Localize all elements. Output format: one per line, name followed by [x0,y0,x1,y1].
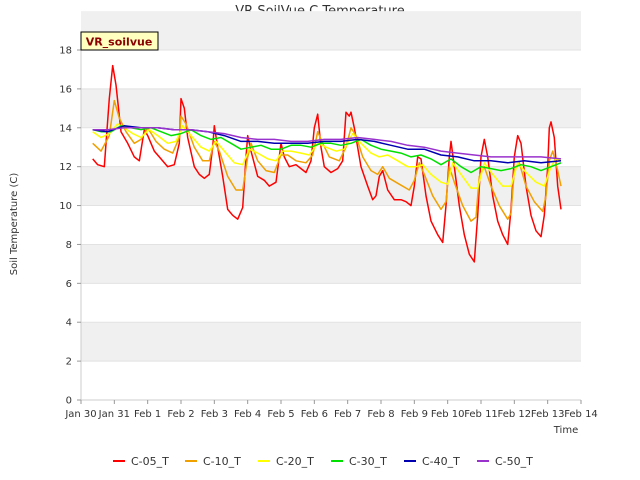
grid-band [81,322,581,362]
legend-label: C-05_T [131,455,169,468]
site-tag: VR_soilvue [80,31,159,51]
x-tick-label: Feb 9 [401,409,428,420]
x-axis-ticks: Jan 30 Jan 31 Feb 1 Feb 2 Feb 3 Feb 4 Feb 5 Feb… [64,400,598,420]
series-line-c-30-t [92,125,562,174]
x-tick-label: Feb 2 [167,409,194,420]
site-tag-box [80,31,159,51]
x-tick-label: Feb 14 [564,409,598,420]
y-tick-label: 14 [59,123,72,134]
x-tick-label: Feb 3 [201,409,228,420]
y-tick-label: 2 [66,357,72,368]
site-tag-label: VR_soilvue [86,36,153,49]
legend-label: C-10_T [203,455,241,468]
grid-band [81,11,581,50]
legend-label: C-40_T [422,455,460,468]
x-tick-label: Jan 31 [98,409,130,420]
x-tick-label: Feb 4 [234,409,261,420]
legend-label: C-20_T [276,455,314,468]
x-axis-label: Time [553,425,578,436]
x-tick-label: Jan 30 [64,409,96,420]
y-tick-label: 6 [66,279,72,290]
y-tick-label: 16 [59,84,72,95]
grid-band [81,88,581,128]
y-tick-label: 8 [66,240,72,251]
series-line-c-50-t [92,127,562,160]
x-tick-label: Feb 12 [498,409,532,420]
x-tick-label: Feb 7 [334,409,361,420]
x-tick-label: Feb 8 [367,409,394,420]
plot-background [80,11,581,401]
y-tick-label: 12 [59,162,72,173]
x-tick-label: Feb 5 [267,409,294,420]
x-tick-label: Feb 1 [134,409,161,420]
grid-band [81,244,581,284]
legend-label: C-30_T [349,455,387,468]
legend-label: C-50_T [495,455,533,468]
x-tick-label: Feb 10 [431,409,465,420]
y-tick-label: 0 [66,396,72,407]
y-tick-label: 18 [59,46,72,57]
y-tick-label: 4 [66,318,72,329]
x-tick-label: Feb 13 [531,409,565,420]
y-axis-ticks: 0 2 4 6 8 10 12 14 16 18 [59,46,81,407]
legend: C-05_T C-10_T C-20_T C-30_T C-40_T C-50_T [113,455,533,468]
series-line-c-05-t [92,64,562,263]
y-tick-label: 10 [59,201,72,212]
x-tick-label: Feb 6 [301,409,328,420]
series-lines [92,64,562,263]
y-axis-label: Soil Temperature (C) [9,173,20,276]
x-tick-label: Feb 11 [464,409,498,420]
